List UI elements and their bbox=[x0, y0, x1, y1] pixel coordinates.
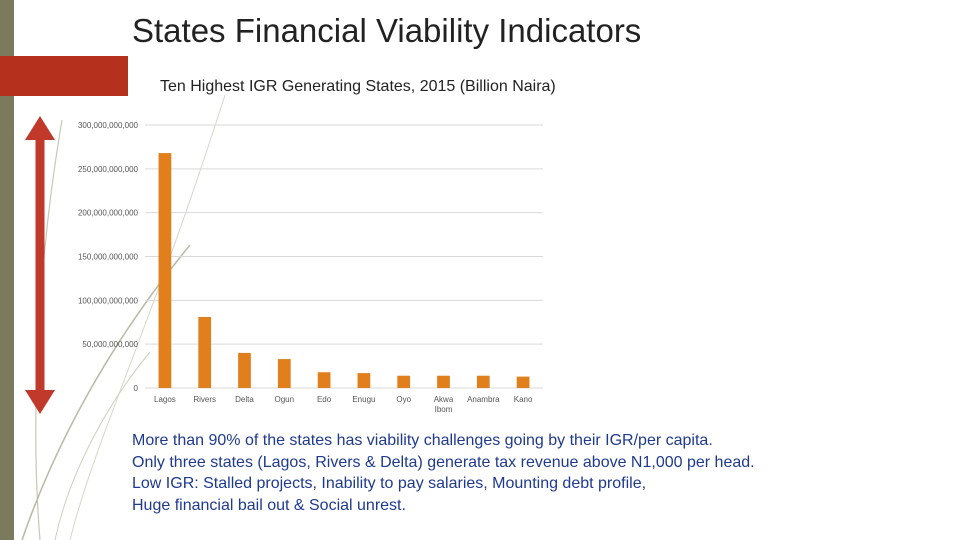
bullet-line-2: Only three states (Lagos, Rivers & Delta… bbox=[132, 453, 755, 471]
bullet-line-1: More than 90% of the states has viabilit… bbox=[132, 432, 713, 449]
x-tick-label: Enugu bbox=[352, 395, 375, 404]
x-tick-label: Kano bbox=[514, 395, 533, 404]
x-tick-label-line: Anambra bbox=[467, 395, 500, 404]
x-tick-label-line: Rivers bbox=[193, 395, 216, 404]
y-tick-label: 200,000,000,000 bbox=[78, 209, 139, 218]
y-tick-label: 0 bbox=[134, 384, 139, 393]
bullet-line-3: Low IGR: Stalled projects, Inability to … bbox=[132, 475, 647, 492]
bar-oyo bbox=[397, 375, 411, 388]
bar-kano bbox=[516, 376, 530, 388]
bar-anambra bbox=[476, 375, 490, 388]
x-tick-label-line: Akwa bbox=[434, 395, 454, 404]
decor-curve-2 bbox=[69, 94, 226, 540]
x-tick-label: Lagos bbox=[154, 395, 176, 404]
bar-enugu bbox=[357, 373, 371, 388]
bar-delta bbox=[238, 352, 251, 388]
bullet-line-4: Huge financial bail out & Social unrest. bbox=[132, 496, 406, 514]
double-arrow-icon bbox=[25, 116, 55, 414]
x-tick-label-line: Delta bbox=[235, 395, 254, 404]
bar-akwa-ibom bbox=[437, 375, 450, 388]
y-tick-label: 250,000,000,000 bbox=[78, 165, 139, 174]
decor-curve-4 bbox=[54, 351, 151, 540]
x-tick-label: Ogun bbox=[275, 395, 295, 404]
y-tick-label: 300,000,000,000 bbox=[78, 121, 139, 130]
side-strip bbox=[0, 0, 14, 540]
chart-title: Ten Highest IGR Generating States, 2015 … bbox=[160, 78, 556, 95]
x-tick-label-line: Oyo bbox=[396, 395, 411, 404]
x-tick-label: Edo bbox=[317, 395, 332, 404]
x-tick-label-line: Edo bbox=[317, 395, 332, 404]
bullet-list: More than 90% of the states has viabilit… bbox=[132, 430, 932, 516]
bar-edo bbox=[317, 372, 331, 388]
x-tick-label: Oyo bbox=[396, 395, 411, 404]
x-tick-label: Akwa Ibom bbox=[434, 395, 454, 414]
slide-title: States Financial Viability Indicators bbox=[132, 12, 642, 49]
x-tick-label: Delta bbox=[235, 395, 254, 404]
y-tick-label: 150,000,000,000 bbox=[78, 253, 139, 262]
x-tick-label-line: Ibom bbox=[435, 405, 453, 414]
bar-ogun bbox=[277, 359, 291, 388]
x-tick-label-line: Lagos bbox=[154, 395, 176, 404]
bar-lagos bbox=[158, 153, 172, 388]
x-tick-label-line: Enugu bbox=[352, 395, 375, 404]
y-tick-label: 50,000,000,000 bbox=[82, 340, 138, 349]
red-banner bbox=[0, 56, 128, 96]
x-tick-label: Rivers bbox=[193, 395, 216, 404]
x-tick-label-line: Kano bbox=[514, 395, 533, 404]
x-tick-label: Anambra bbox=[467, 395, 500, 404]
bar-rivers bbox=[198, 316, 212, 388]
x-tick-label-line: Ogun bbox=[275, 395, 295, 404]
y-tick-label: 100,000,000,000 bbox=[78, 296, 139, 305]
